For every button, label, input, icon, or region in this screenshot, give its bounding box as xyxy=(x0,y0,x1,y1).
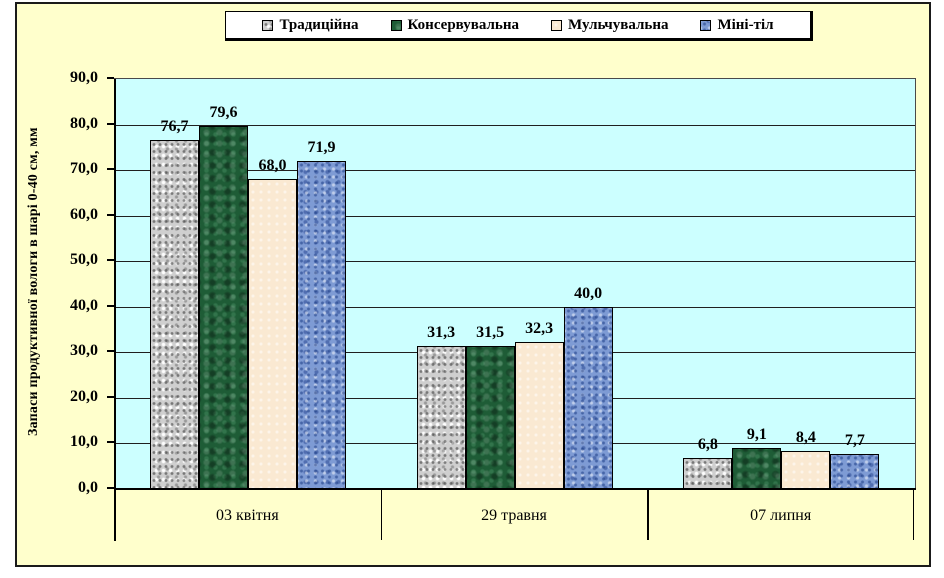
y-tick-mark xyxy=(107,395,114,398)
x-category-separator xyxy=(912,488,914,540)
y-tick-mark xyxy=(107,77,114,79)
bar-Мульчувальна-03 квітня xyxy=(248,179,297,489)
y-tick-label: 0,0 xyxy=(78,479,98,496)
y-tick-mark xyxy=(107,168,114,171)
bar-value-label: 7,7 xyxy=(844,431,865,449)
y-tick-label: 30,0 xyxy=(70,342,98,360)
x-category-label-1: 03 квітня xyxy=(215,507,279,524)
gridline-40 xyxy=(115,306,915,308)
legend-label: Міні-тіл xyxy=(717,16,774,33)
bar-Мульчувальна-07 липня xyxy=(781,450,831,489)
gridline-60 xyxy=(115,215,915,217)
x-category-label-2: 29 травня xyxy=(481,507,547,524)
y-axis-ticks: 0,0 10,0 20,0 30,0 40,0 50,0 60,0 70,0 80,0 90,0 xyxy=(17,69,114,496)
plot-area: 76,7 79,6 68,0 71,9 31,3 31,5 32,3 40,0 6,8 9,1 8,… xyxy=(114,78,916,541)
bar-Традиційна-07 липня xyxy=(683,458,733,489)
y-tick-mark xyxy=(107,304,114,307)
y-tick-mark xyxy=(107,122,114,125)
bar-value-label: 79,6 xyxy=(209,104,238,122)
legend-item-3: Мульчувальна xyxy=(550,16,669,34)
chart-legend: Традиційна Консервувальна Мульчувальна Міні… xyxy=(225,11,813,41)
legend-swatch-icon xyxy=(700,19,712,31)
bar-value-label: 76,7 xyxy=(160,117,189,135)
y-tick-mark xyxy=(107,213,114,216)
bar-value-label: 8,4 xyxy=(795,428,816,446)
y-tick-label: 60,0 xyxy=(70,205,98,223)
y-tick-label: 40,0 xyxy=(70,296,98,314)
x-category-label-3: 07 липня xyxy=(750,507,812,524)
bar-value-label: 71,9 xyxy=(307,139,336,157)
y-tick-mark xyxy=(107,441,114,444)
y-tick-label: 50,0 xyxy=(70,251,98,269)
bar-value-label: 32,3 xyxy=(525,319,554,337)
bar-Консервувальна-29 травня xyxy=(465,345,515,489)
gridline-70 xyxy=(115,170,915,172)
bar-value-label: 6,8 xyxy=(697,436,718,454)
x-axis-line xyxy=(114,488,916,490)
x-axis-category-band: 03 квітня 29 травня 07 липня xyxy=(114,488,914,542)
y-tick-label: 90,0 xyxy=(70,69,98,86)
bar-Консервувальна-07 липня xyxy=(732,447,782,489)
bar-value-label: 40,0 xyxy=(574,284,603,302)
gridline-80 xyxy=(115,124,915,126)
legend-item-1: Традиційна xyxy=(262,16,359,34)
y-tick-label: 10,0 xyxy=(70,433,98,451)
legend-swatch-icon xyxy=(262,19,274,31)
legend-item-4: Міні-тіл xyxy=(700,16,774,34)
bar-value-label: 68,0 xyxy=(258,157,287,175)
legend-swatch-icon xyxy=(550,19,562,31)
x-category-separator xyxy=(647,488,649,540)
legend-item-2: Консервувальна xyxy=(390,16,519,34)
legend-label: Консервувальна xyxy=(407,16,519,33)
y-tick-mark xyxy=(107,259,114,262)
bar-Традиційна-03 квітня xyxy=(150,139,199,489)
bar-Традиційна-29 травня xyxy=(416,346,466,489)
bar-Міні-тіл-07 липня xyxy=(830,453,880,489)
bar-value-label: 31,3 xyxy=(427,324,456,342)
legend-label: Традиційна xyxy=(279,16,359,33)
bar-value-label: 31,5 xyxy=(476,323,505,341)
bar-Мульчувальна-29 травня xyxy=(514,341,564,489)
bar-Міні-тіл-29 травня xyxy=(563,306,613,489)
y-tick-mark xyxy=(107,487,114,489)
chart-frame: Традиційна Консервувальна Мульчувальна Міні… xyxy=(15,2,931,567)
bar-Міні-тіл-03 квітня xyxy=(297,161,346,489)
x-axis-category-cells: 03 квітня 29 травня 07 липня xyxy=(114,488,914,542)
bar-value-label: 9,1 xyxy=(746,425,767,443)
legend-label: Мульчувальна xyxy=(567,16,669,33)
bar-Консервувальна-03 квітня xyxy=(199,126,248,489)
gridline-50 xyxy=(115,261,915,263)
y-axis-line xyxy=(114,79,116,541)
y-tick-mark xyxy=(107,350,114,353)
legend-swatch-icon xyxy=(390,19,402,31)
y-tick-label: 70,0 xyxy=(70,160,98,178)
y-tick-label: 20,0 xyxy=(70,387,98,405)
x-category-separator xyxy=(380,488,383,540)
y-tick-label: 80,0 xyxy=(70,114,98,132)
